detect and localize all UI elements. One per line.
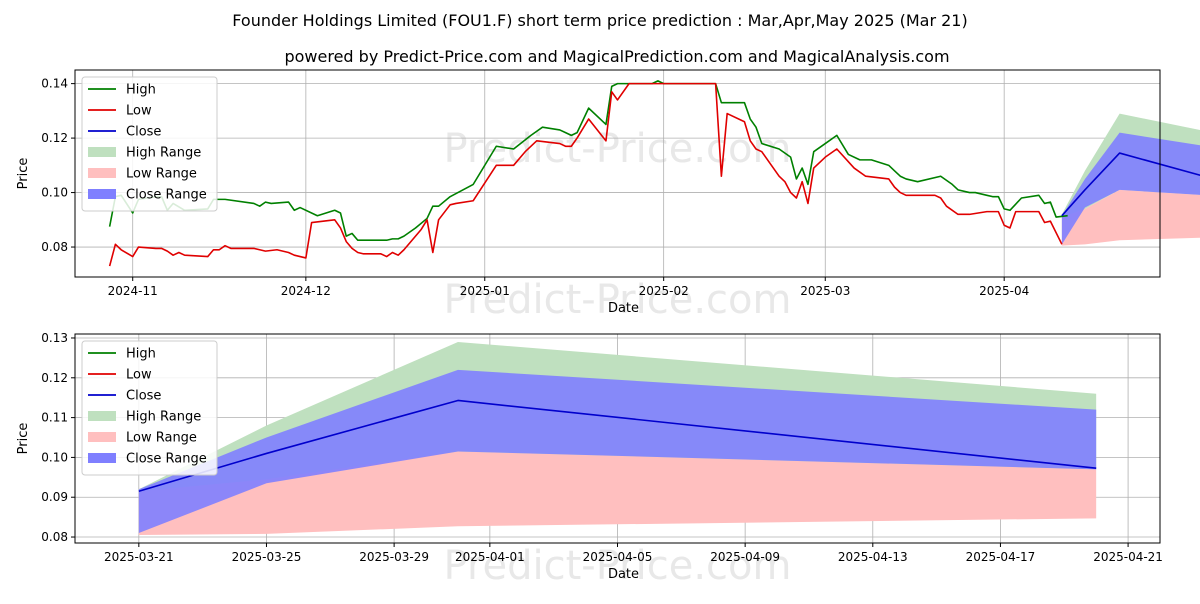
x-tick-label: 2025-04-17 [966, 550, 1036, 564]
watermark: Predict-Price.com [444, 126, 792, 172]
x-tick-label: 2025-04-13 [838, 550, 908, 564]
low-range-band [1061, 189, 1200, 246]
y-tick-label: 0.10 [41, 186, 68, 200]
legend-label: Close [126, 389, 161, 404]
legend-swatch [88, 147, 116, 157]
x-axis-label: Date [608, 301, 639, 316]
x-tick-label: 2025-03-25 [232, 550, 302, 564]
y-tick-label: 0.08 [41, 530, 68, 544]
legend-label: High Range [126, 410, 201, 425]
y-tick-label: 0.10 [41, 450, 68, 464]
bottom-panel: Predict-Price.comPredict-Price.com2025-0… [16, 331, 1163, 589]
x-tick-label: 2025-03 [800, 284, 850, 298]
low-range-band [138, 451, 1097, 536]
y-tick-label: 0.12 [41, 131, 68, 145]
x-tick-label: 2025-01 [460, 284, 510, 298]
y-tick-label: 0.12 [41, 371, 68, 385]
legend-swatch [88, 432, 116, 442]
chart-subtitle: powered by Predict-Price.com and Magical… [284, 47, 949, 66]
y-tick-label: 0.08 [41, 240, 68, 254]
legend-label: Low [126, 368, 152, 383]
y-tick-label: 0.14 [41, 77, 68, 91]
plot-area [75, 70, 1160, 277]
y-axis-label: Price [16, 423, 31, 455]
low-series-line [108, 82, 1063, 267]
plot-frame [74, 333, 1161, 544]
legend-swatch [88, 189, 116, 199]
legend-label: Close Range [126, 188, 207, 203]
x-tick-label: 2025-03-21 [104, 550, 174, 564]
y-tick-label: 0.09 [41, 490, 68, 504]
x-axis-label: Date [608, 567, 639, 582]
y-tick-label: 0.13 [41, 331, 68, 345]
legend-label: High Range [126, 146, 201, 161]
legend-label: High [126, 83, 156, 98]
y-tick-label: 0.11 [41, 411, 68, 425]
legend-label: Close [126, 125, 161, 140]
x-tick-label: 2024-11 [108, 284, 158, 298]
chart-title: Founder Holdings Limited (FOU1.F) short … [232, 11, 967, 30]
y-axis-label: Price [16, 158, 31, 190]
plot-frame [74, 69, 1161, 278]
legend-swatch [88, 411, 116, 421]
close-range-band [1061, 132, 1200, 245]
x-tick-label: 2025-04 [979, 284, 1029, 298]
close-range-band [138, 369, 1097, 534]
legend-label: Low Range [126, 431, 197, 446]
high-series-line [108, 80, 1068, 242]
watermark: Predict-Price.com [444, 277, 792, 323]
legend-label: High [126, 347, 156, 362]
top-panel: Predict-Price.com Predict-Price.com 2024-1… [16, 69, 1200, 323]
legend-swatch [88, 453, 116, 463]
x-tick-label: 2025-04-09 [710, 550, 780, 564]
watermark: Predict-Price.com [444, 543, 792, 589]
x-tick-label: 2025-04-21 [1093, 550, 1163, 564]
legend-label: Low [126, 104, 152, 119]
x-tick-label: 2025-04-01 [455, 550, 525, 564]
x-tick-label: 2024-12 [281, 284, 331, 298]
x-tick-label: 2025-03-29 [359, 550, 429, 564]
legend-swatch [88, 168, 116, 178]
x-tick-label: 2025-02 [639, 284, 689, 298]
legend-label: Close Range [126, 452, 207, 467]
x-tick-label: 2025-04-05 [583, 550, 653, 564]
legend-label: Low Range [126, 167, 197, 182]
close-series-line [1061, 152, 1200, 217]
